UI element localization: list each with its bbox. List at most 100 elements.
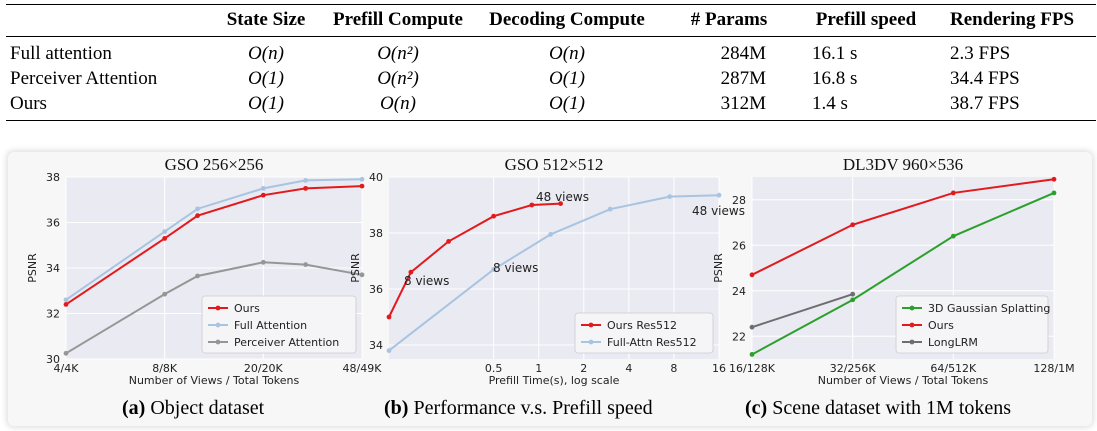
data-point xyxy=(667,194,673,200)
x-tick-label: 2 xyxy=(580,362,587,375)
series-line xyxy=(751,192,1055,356)
data-point xyxy=(558,201,563,207)
legend-label: Ours xyxy=(928,319,954,332)
x-tick-label: 4 xyxy=(625,362,632,375)
series-perceiver-attention xyxy=(63,259,365,356)
data-point xyxy=(359,272,365,278)
row-decoding-compute: O(1) xyxy=(549,93,585,114)
row-rendering-fps: 34.4 FPS xyxy=(950,68,1020,89)
legend-marker xyxy=(909,339,915,345)
y-tick-label: 38 xyxy=(46,171,60,184)
series-3d-gaussian-splatting xyxy=(749,190,1057,357)
data-point xyxy=(749,272,755,278)
data-point xyxy=(1051,190,1057,196)
series-full-attention xyxy=(63,176,365,303)
header-decoding-compute: Decoding Compute xyxy=(489,9,645,30)
legend-label: 3D Gaussian Splatting xyxy=(928,302,1050,315)
row-state-size: O(1) xyxy=(248,93,284,114)
legend-label: LongLRM xyxy=(928,336,978,349)
data-point xyxy=(850,291,856,297)
x-tick-label: 4/4K xyxy=(54,362,80,375)
data-point xyxy=(260,185,266,191)
legend-marker xyxy=(588,339,594,345)
data-point xyxy=(850,222,856,228)
row-prefill-speed: 16.8 s xyxy=(812,68,858,89)
legend-label: Full Attention xyxy=(234,319,307,332)
legend-marker xyxy=(215,322,221,328)
data-point xyxy=(260,259,266,265)
legend-box xyxy=(895,295,1049,354)
y-tick-label: 32 xyxy=(46,308,60,321)
chart-title: GSO 512×512 xyxy=(505,155,604,174)
row-decoding-compute: O(n) xyxy=(549,43,585,64)
data-point xyxy=(162,291,168,297)
data-point xyxy=(749,352,755,357)
series-ours xyxy=(63,183,365,307)
header-state-size: State Size xyxy=(226,9,306,30)
data-point xyxy=(716,192,722,198)
data-point xyxy=(386,314,392,320)
data-point xyxy=(63,302,69,307)
data-point xyxy=(1051,176,1057,182)
data-point xyxy=(162,229,168,235)
series-line xyxy=(388,194,720,352)
row-method: Full attention xyxy=(10,43,112,64)
legend-marker xyxy=(215,305,221,311)
data-point xyxy=(195,213,200,219)
data-point xyxy=(359,176,365,182)
y-axis-label: PSNR xyxy=(349,253,362,283)
header-params: # Params xyxy=(690,9,768,30)
data-point xyxy=(749,324,755,330)
table-header-rule xyxy=(6,36,1096,37)
legend-box xyxy=(201,295,357,354)
x-tick-label: 128/1M xyxy=(1033,362,1074,375)
data-point xyxy=(607,206,613,212)
y-axis-label: PSNR xyxy=(26,253,39,283)
y-tick-label: 24 xyxy=(732,285,746,298)
x-axis-label: Number of Views / Total Tokens xyxy=(129,374,300,387)
x-axis-label: Prefill Time(s), log scale xyxy=(489,374,620,387)
data-point xyxy=(408,269,414,275)
series-full-attn-res512 xyxy=(386,192,722,353)
annotation-label: 8 views xyxy=(493,261,538,275)
row-rendering-fps: 2.3 FPS xyxy=(950,43,1011,64)
x-tick-label: 0.5 xyxy=(485,362,503,375)
y-axis-label: PSNR xyxy=(712,253,725,283)
y-tick-label: 30 xyxy=(46,353,60,366)
header-rendering-fps: Rendering FPS xyxy=(949,9,1075,30)
y-tick-label: 40 xyxy=(369,171,383,184)
x-tick-label: 16/128K xyxy=(729,362,776,375)
x-tick-label: 8/8K xyxy=(152,362,178,375)
x-tick-label: 1 xyxy=(535,362,542,375)
table-bottom-rule xyxy=(6,120,1096,121)
y-tick-label: 38 xyxy=(369,227,383,240)
data-point xyxy=(529,202,535,208)
series-line xyxy=(65,178,363,301)
row-prefill-speed: 1.4 s xyxy=(812,93,848,114)
data-point xyxy=(446,239,451,244)
header-prefill-speed: Prefill speed xyxy=(815,9,917,30)
table-top-rule xyxy=(6,4,1096,5)
y-tick-label: 36 xyxy=(46,217,60,230)
y-tick-label: 28 xyxy=(732,194,746,207)
data-point xyxy=(491,213,497,219)
y-tick-label: 22 xyxy=(732,330,746,343)
annotation-label: 48 views xyxy=(692,204,745,218)
row-params: 284M xyxy=(720,43,766,64)
x-tick-label: 64/512K xyxy=(930,362,977,375)
x-tick-label: 48/49K xyxy=(343,362,383,375)
legend-marker xyxy=(909,322,915,328)
legend-label: Perceiver Attention xyxy=(234,336,339,349)
row-prefill-speed: 16.1 s xyxy=(812,43,858,64)
legend-label: Ours Res512 xyxy=(607,319,677,332)
y-tick-label: 34 xyxy=(369,339,383,352)
y-tick-label: 34 xyxy=(46,262,60,275)
data-point xyxy=(303,178,309,183)
row-params: 287M xyxy=(720,68,766,89)
data-point xyxy=(260,192,266,198)
series-longlrm xyxy=(749,291,856,330)
data-point xyxy=(303,185,309,191)
series-ours-res512 xyxy=(386,201,563,320)
row-rendering-fps: 38.7 FPS xyxy=(950,93,1020,114)
